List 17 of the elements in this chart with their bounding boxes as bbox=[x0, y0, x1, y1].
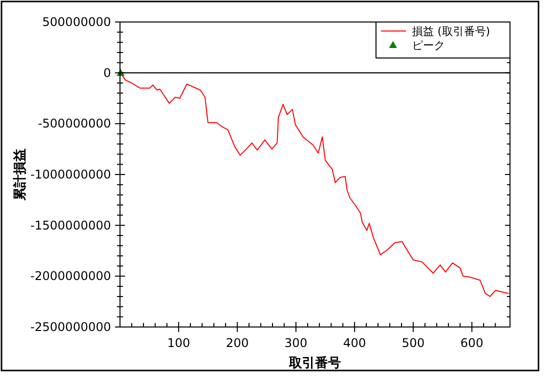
y-tick-label: -1500000000 bbox=[30, 218, 111, 232]
x-tick-label: 400 bbox=[343, 336, 366, 350]
x-tick-label: 100 bbox=[167, 336, 190, 350]
x-tick-label: 200 bbox=[226, 336, 249, 350]
legend-label: 損益 (取引番号) bbox=[412, 25, 490, 38]
y-tick-label: 500000000 bbox=[42, 15, 111, 29]
y-tick-label: -1000000000 bbox=[30, 168, 111, 182]
y-tick-label: -2000000000 bbox=[30, 269, 111, 284]
y-tick-label: -500000000 bbox=[38, 116, 111, 131]
y-tick-label: -2500000000 bbox=[30, 320, 111, 334]
legend-label: ピーク bbox=[412, 39, 445, 52]
x-tick-label: 500 bbox=[402, 336, 425, 350]
y-axis-title: 累計損益 bbox=[12, 148, 28, 202]
x-tick-label: 600 bbox=[460, 336, 484, 350]
y-tick-label: 0 bbox=[103, 66, 111, 80]
x-axis-title: 取引番号 bbox=[288, 355, 341, 371]
x-tick-label: 300 bbox=[284, 336, 308, 350]
